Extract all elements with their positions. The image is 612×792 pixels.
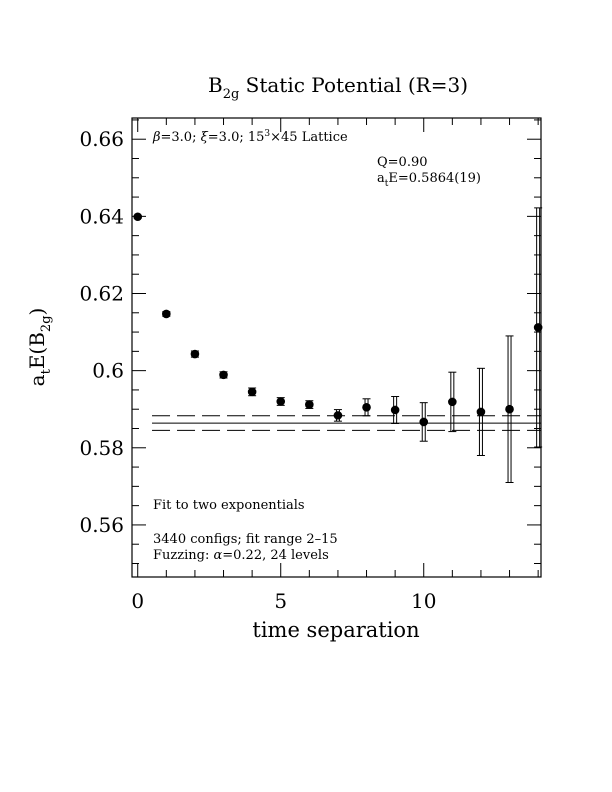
data-marker [276,397,286,406]
q-annotation: Q=0.90 [377,155,428,170]
y-tick-label: 0.56 [79,513,124,537]
y-axis-label: atE(B2g) [25,308,54,387]
data-marker [333,411,343,420]
chart-title: B2g Static Potential (R=3) [208,73,468,102]
data-marker [133,212,143,222]
data-points [133,207,543,483]
x-axis-label: time separation [252,618,419,642]
data-point [476,367,486,456]
data-marker [419,417,429,427]
x-tick-label: 0 [131,589,144,613]
data-marker [219,370,228,380]
x-tick-label: 5 [274,589,287,613]
fuzzing-annotation: Fuzzing: α=0.22, 24 levels [153,548,329,563]
plot-frame [131,117,542,578]
data-point [362,398,371,417]
data-point [247,387,257,397]
data-marker [190,349,200,359]
tick-labels: 0 5 10 0.56 0.58 0.6 0.62 0.64 0.66 [79,127,436,613]
data-marker [390,405,400,415]
data-point [133,212,143,222]
data-point [219,370,228,380]
data-marker [305,400,314,409]
data-point [190,349,200,359]
data-point [390,395,400,424]
axis-ticks [132,118,541,577]
lattice-annotation: β=3.0; ξ=3.0; 153×45 Lattice [152,129,348,145]
data-marker [448,397,457,407]
data-point [305,400,314,409]
x-tick-label: 10 [411,589,436,613]
data-point [333,409,343,422]
fit-type-annotation: Fit to two exponentials [153,498,305,513]
data-point [533,207,543,448]
data-marker [362,402,371,412]
data-point [419,402,429,442]
y-tick-label: 0.66 [79,127,124,151]
y-tick-label: 0.58 [79,436,124,460]
data-point [276,397,286,406]
data-marker [533,323,543,332]
data-point [448,371,457,433]
y-tick-label: 0.64 [79,204,124,228]
data-marker [162,309,171,319]
y-tick-label: 0.62 [79,282,124,306]
fit-result-annotation: atE=0.5864(19) [377,171,481,189]
data-marker [505,404,514,414]
configs-annotation: 3440 configs; fit range 2–15 [153,532,338,547]
fit-lines [152,415,541,431]
data-point [505,335,514,483]
data-marker [247,387,257,397]
data-point [162,309,171,319]
data-marker [476,407,486,417]
y-tick-label: 0.6 [92,359,124,383]
